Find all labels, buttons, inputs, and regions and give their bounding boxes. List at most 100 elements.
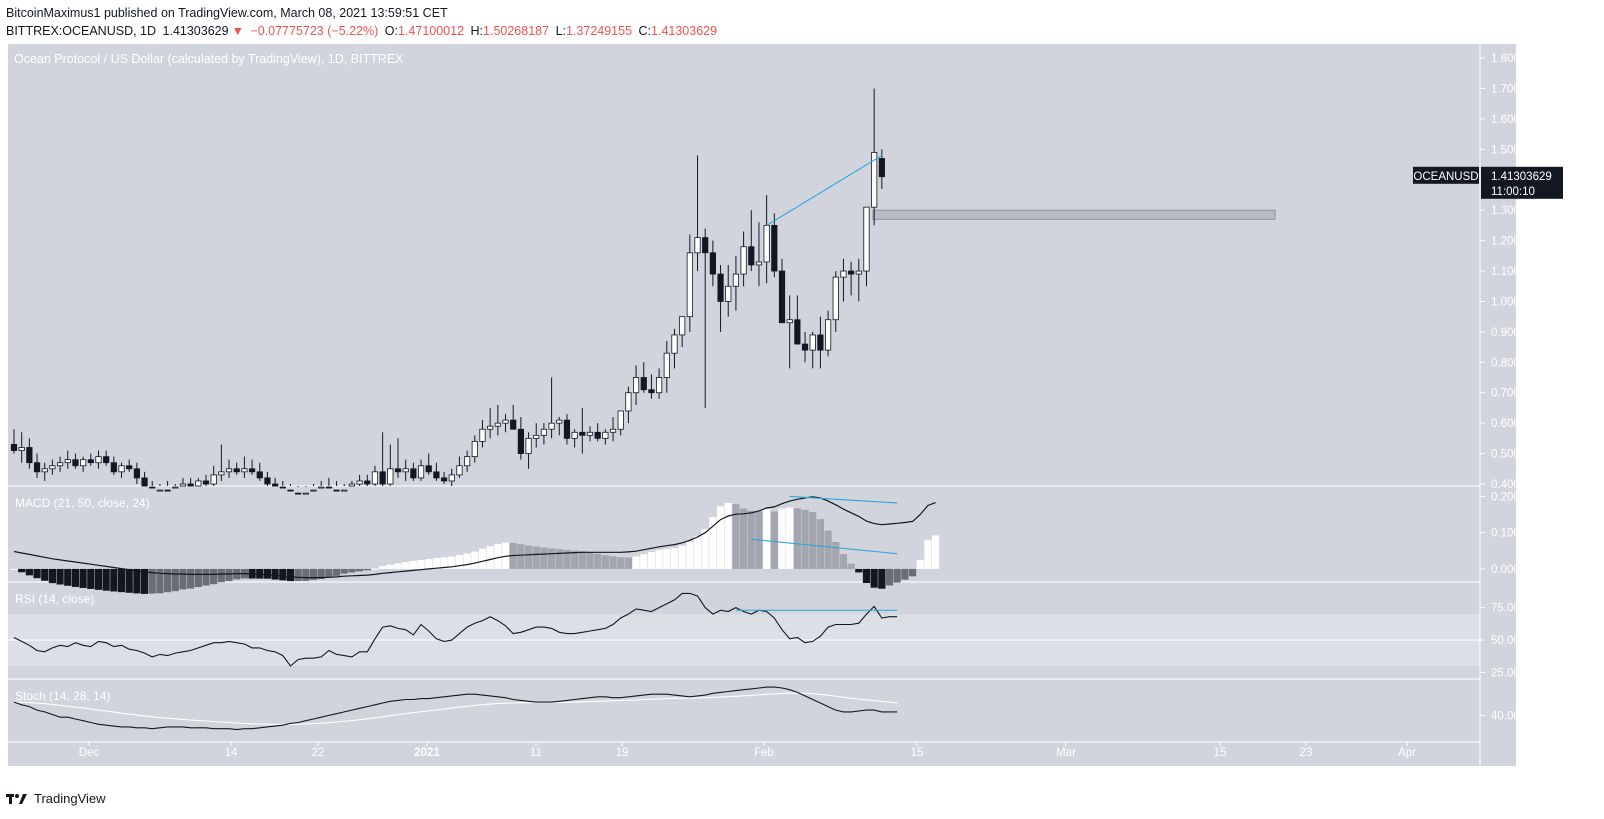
macd-histogram-bar bbox=[932, 535, 940, 569]
macd-histogram-bar bbox=[279, 568, 287, 581]
countdown-timer: 11:00:10 bbox=[1491, 186, 1535, 198]
price-tick-label: 1.60000000 bbox=[1491, 114, 1552, 126]
macd-histogram-bar bbox=[425, 558, 433, 569]
candle-up bbox=[809, 334, 816, 351]
candle-up bbox=[402, 468, 409, 473]
chart-canvas[interactable]: 1.80000000 1.70000000 1.60000000 1.50000000… bbox=[0, 44, 1604, 769]
macd-histogram-bar bbox=[809, 512, 817, 569]
candle-up bbox=[824, 319, 832, 351]
candle-down bbox=[801, 343, 809, 351]
candle-down bbox=[333, 489, 340, 492]
candle-up bbox=[341, 489, 348, 492]
macd-histogram-bar bbox=[455, 555, 464, 569]
candle-up bbox=[464, 456, 471, 467]
macd-histogram-bar bbox=[878, 568, 886, 589]
symbol-label: BITTREX:OCEANUSD, 1D bbox=[6, 24, 157, 38]
candle-down bbox=[394, 468, 402, 473]
macd-histogram-bar bbox=[824, 530, 832, 569]
candle-down bbox=[187, 483, 194, 487]
macd-histogram-bar bbox=[701, 528, 709, 569]
macd-histogram-bar bbox=[309, 568, 318, 580]
macd-histogram-bar bbox=[555, 549, 563, 569]
candle-up bbox=[18, 447, 25, 451]
candle-up bbox=[494, 422, 501, 427]
candle-up bbox=[571, 431, 578, 439]
macd-histogram-bar bbox=[832, 542, 840, 569]
macd-histogram-bar bbox=[110, 568, 118, 592]
candle-down bbox=[517, 428, 524, 454]
macd-histogram-bar bbox=[793, 508, 801, 569]
candle-down bbox=[279, 486, 286, 489]
time-tick-label: Mar bbox=[1056, 747, 1076, 759]
candle-up bbox=[387, 468, 394, 485]
candle-up bbox=[64, 459, 71, 464]
macd-histogram-bar bbox=[647, 552, 656, 569]
candle-down bbox=[440, 477, 448, 482]
candle-up bbox=[671, 334, 678, 354]
candle-up bbox=[855, 270, 862, 275]
macd-histogram-bar bbox=[117, 568, 126, 593]
currency-label: USD bbox=[1548, 53, 1571, 65]
macd-histogram-bar bbox=[548, 548, 556, 569]
macd-histogram-bar bbox=[524, 545, 533, 569]
macd-histogram-bar bbox=[317, 568, 325, 580]
macd-histogram-bar bbox=[494, 543, 502, 569]
macd-histogram-bar bbox=[94, 568, 103, 590]
macd-histogram-bar bbox=[632, 556, 640, 569]
trendline bbox=[766, 154, 883, 226]
candle-up bbox=[755, 261, 763, 266]
close-label: C: bbox=[638, 24, 652, 38]
macd-histogram-bar bbox=[532, 546, 540, 569]
macd-histogram-bar bbox=[71, 568, 80, 587]
macd-histogram-bar bbox=[586, 552, 594, 569]
candle-up bbox=[763, 225, 770, 263]
candle-down bbox=[425, 465, 432, 473]
macd-histogram-bar bbox=[402, 562, 410, 569]
macd-histogram-bar bbox=[432, 558, 440, 569]
candle-up bbox=[210, 474, 217, 485]
macd-histogram-bar bbox=[286, 568, 295, 582]
macd-histogram-bar bbox=[624, 557, 632, 569]
macd-histogram-bar bbox=[893, 568, 901, 583]
macd-histogram-bar bbox=[256, 568, 264, 579]
chart-title: Ocean Protocol / US Dollar (calculated b… bbox=[14, 52, 404, 66]
macd-histogram-bar bbox=[171, 568, 179, 592]
candle-up bbox=[540, 428, 548, 436]
macd-histogram-bar bbox=[379, 566, 387, 569]
candle-up bbox=[725, 285, 732, 302]
candle-up bbox=[417, 465, 425, 479]
candle-down bbox=[640, 377, 647, 391]
macd-histogram-bar bbox=[302, 568, 310, 581]
macd-histogram-bar bbox=[64, 568, 72, 586]
macd-histogram-bar bbox=[448, 556, 456, 569]
candle-up bbox=[56, 462, 64, 467]
candle-up bbox=[609, 428, 617, 433]
macd-histogram-bar bbox=[41, 568, 49, 581]
candle-up bbox=[840, 270, 847, 278]
macd-histogram-bar bbox=[686, 541, 694, 569]
candle-up bbox=[663, 352, 670, 378]
macd-histogram-bar bbox=[340, 568, 348, 574]
candle-up bbox=[310, 489, 317, 492]
rsi-tick-label: 50.00 bbox=[1491, 635, 1520, 647]
rsi-label: RSI (14, close) bbox=[15, 592, 94, 606]
candle-up bbox=[156, 489, 164, 492]
candle-up bbox=[218, 471, 225, 476]
candle-up bbox=[548, 422, 555, 430]
candle-up bbox=[863, 206, 870, 272]
candle-up bbox=[179, 483, 187, 487]
symbol-tag: OCEANUSD bbox=[1413, 171, 1478, 183]
macd-histogram-bar bbox=[187, 568, 195, 589]
rsi-line bbox=[13, 592, 898, 667]
candle-up bbox=[118, 465, 125, 473]
macd-histogram-bar bbox=[678, 545, 686, 569]
macd-histogram-bar bbox=[924, 539, 932, 569]
macd-histogram-bar bbox=[578, 551, 586, 569]
candle-up bbox=[694, 237, 701, 254]
macd-histogram-bar bbox=[801, 509, 809, 569]
candle-down bbox=[648, 389, 655, 394]
open-value: 1.47100012 bbox=[398, 24, 465, 38]
macd-histogram-bar bbox=[56, 568, 64, 585]
candle-down bbox=[126, 465, 133, 470]
price-change: −0.07775723 (−5.22%) bbox=[250, 24, 379, 38]
